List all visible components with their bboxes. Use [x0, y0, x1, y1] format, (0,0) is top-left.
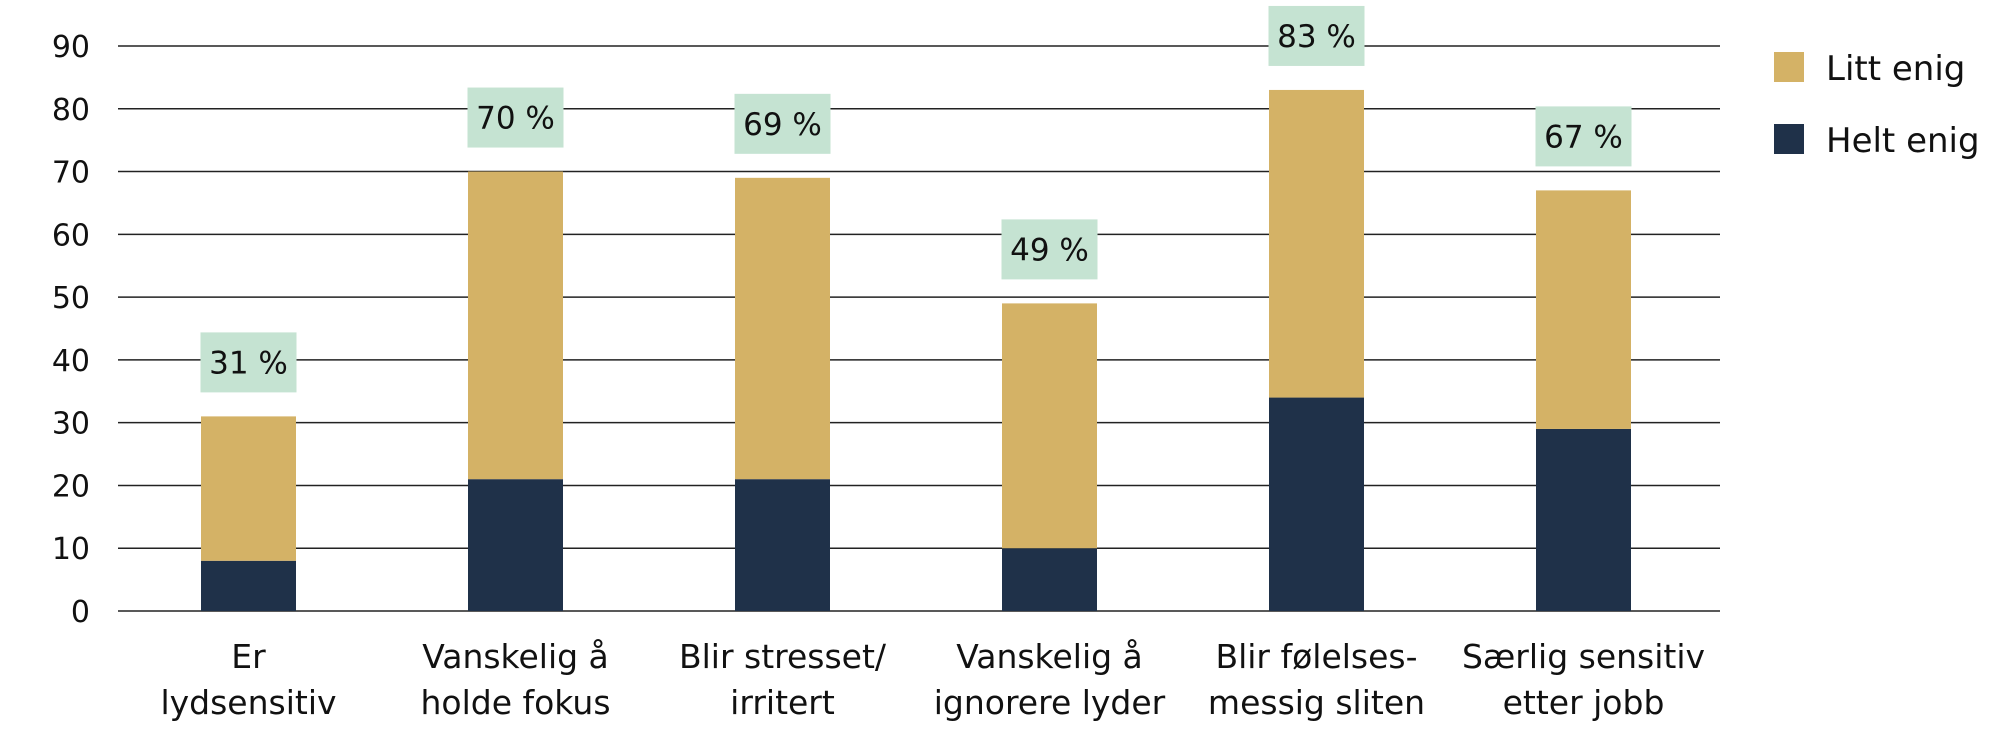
legend-swatch: [1774, 52, 1804, 82]
total-label: 31 %: [209, 345, 288, 381]
bar-segment-helt-enig: [1536, 428, 1631, 611]
bar-segment-helt-enig: [1002, 548, 1097, 611]
bar-segment-litt-enig: [1269, 89, 1364, 398]
bar-segment-litt-enig: [1536, 190, 1631, 429]
bars: [201, 89, 1631, 611]
y-tick-label: 90: [52, 30, 90, 65]
y-tick-label: 10: [52, 532, 90, 567]
bar-segment-litt-enig: [201, 416, 296, 561]
category-label-line: Vanskelig å: [956, 637, 1143, 676]
y-tick-label: 70: [52, 156, 90, 191]
total-label-box: [467, 87, 564, 148]
legend: Litt enig Helt enig: [1774, 49, 1980, 161]
legend-label: Helt enig: [1826, 121, 1980, 161]
total-label-box: [1001, 219, 1098, 280]
category-label-line: Blir følelses-: [1215, 637, 1417, 676]
y-tick-label: 60: [52, 218, 90, 253]
category-label-line: irritert: [730, 683, 835, 722]
x-axis: Er lydsensitiv Vanskelig å holde fokus Blir …: [160, 637, 1705, 722]
total-label-box: [734, 93, 831, 154]
category-label-line: Blir stresset/: [679, 637, 887, 676]
total-label: 69 %: [743, 107, 822, 143]
total-label: 49 %: [1010, 232, 1089, 268]
y-tick-label: 50: [52, 281, 90, 316]
gridlines: [118, 45, 1720, 612]
category-label-line: messig sliten: [1208, 683, 1425, 722]
bar-segment-helt-enig: [468, 479, 563, 611]
y-tick-label: 80: [52, 93, 90, 128]
category-label: Vanskelig å holde fokus: [420, 637, 610, 722]
category-label-line: holde fokus: [420, 683, 610, 722]
bar-segment-litt-enig: [735, 177, 830, 480]
total-labels: 31 % 70 % 69 % 49 % 83 % 67 %: [200, 5, 1632, 393]
bar-segment-helt-enig: [735, 479, 830, 611]
category-label: Særlig sensitiv etter jobb: [1462, 637, 1705, 722]
total-label-box: [200, 332, 297, 393]
bar-segment-litt-enig: [468, 171, 563, 480]
y-tick-label: 40: [52, 344, 90, 379]
category-label-line: ignorere lyder: [934, 683, 1166, 722]
y-tick-label: 20: [52, 469, 90, 504]
category-label-line: etter jobb: [1503, 683, 1665, 722]
bar-segment-helt-enig: [201, 560, 296, 611]
category-label-line: Særlig sensitiv: [1462, 637, 1705, 676]
legend-swatch: [1774, 124, 1804, 154]
total-label-box: [1535, 106, 1632, 167]
total-label: 67 %: [1544, 119, 1623, 155]
bar-segment-litt-enig: [1002, 303, 1097, 549]
y-tick-label: 30: [52, 407, 90, 442]
total-label: 70 %: [476, 101, 555, 137]
category-label-line: Er: [231, 637, 266, 676]
category-label-line: lydsensitiv: [160, 683, 336, 722]
legend-label: Litt enig: [1826, 49, 1965, 89]
y-axis: 0 10 20 30 40 50 60 70 80 90: [52, 30, 90, 630]
category-label: Blir følelses-messig sliten: [1208, 637, 1425, 722]
total-label-box: [1268, 5, 1365, 66]
total-label: 83 %: [1277, 19, 1356, 55]
bar-segment-helt-enig: [1269, 397, 1364, 611]
category-label: Blir stresset/irritert: [679, 637, 887, 722]
y-tick-label: 0: [71, 595, 90, 630]
category-label-line: Vanskelig å: [422, 637, 609, 676]
category-label: Vanskelig å ignorere lyder: [934, 637, 1166, 722]
category-label: Er lydsensitiv: [160, 637, 336, 722]
